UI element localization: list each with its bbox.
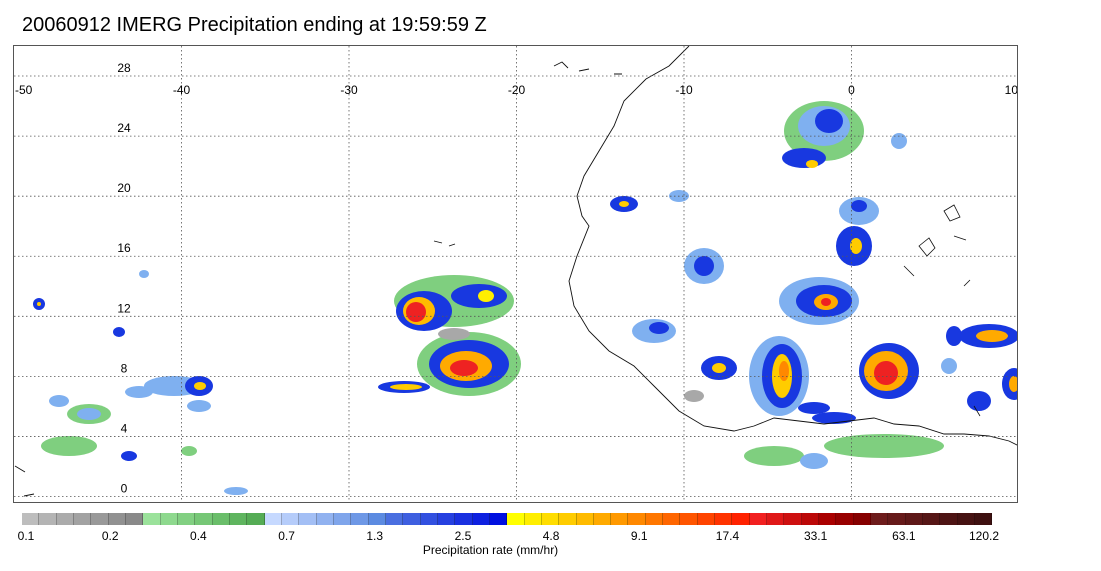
colorbar-swatch xyxy=(455,513,473,525)
colorbar-swatch xyxy=(645,513,664,525)
lon-label: -10 xyxy=(675,83,693,97)
coastline-islands xyxy=(14,61,622,497)
colorbar-swatch xyxy=(368,513,386,525)
colorbar-swatch xyxy=(663,513,681,525)
lon-label: -50 xyxy=(15,83,33,97)
colorbar-tick-label: 0.2 xyxy=(101,529,119,543)
colorbar-swatch xyxy=(923,513,941,525)
lon-label: -40 xyxy=(173,83,191,97)
colorbar-swatch xyxy=(39,513,57,525)
colorbar-swatch xyxy=(316,513,334,525)
colorbar-tick-label: 17.4 xyxy=(715,529,740,543)
precip-cells-west xyxy=(33,270,248,495)
colorbar-swatch xyxy=(420,513,438,525)
colorbar-swatch xyxy=(212,513,230,525)
colorbar-swatch xyxy=(56,513,74,525)
colorbar-swatch xyxy=(697,513,716,525)
colorbar-swatch xyxy=(177,513,196,525)
colorbar-swatch xyxy=(732,513,750,525)
colorbar-swatch xyxy=(628,513,646,525)
colorbar-swatch xyxy=(524,513,542,525)
colorbar-swatch xyxy=(73,513,92,525)
precip-cell-atlantic-south xyxy=(378,328,521,396)
colorbar-swatch xyxy=(957,513,976,525)
colorbar-swatch xyxy=(22,513,40,525)
colorbar-swatch xyxy=(385,513,404,525)
colorbar-tick-label: 1.3 xyxy=(366,529,384,543)
precipitation-layer xyxy=(33,101,1017,495)
colorbar-swatch xyxy=(229,513,248,525)
colorbar-swatch xyxy=(749,513,768,525)
colorbar-swatch xyxy=(611,513,629,525)
colorbar-tick-label: 0.1 xyxy=(17,529,35,543)
colorbar-swatch xyxy=(975,513,993,525)
colorbar-swatch xyxy=(871,513,889,525)
colorbar-swatch xyxy=(195,513,213,525)
colorbar-swatch xyxy=(143,513,161,525)
map-title: 20060912 IMERG Precipitation ending at 1… xyxy=(22,14,487,36)
colorbar-swatch xyxy=(281,513,300,525)
colorbar-swatch xyxy=(91,513,109,525)
colorbar-swatch xyxy=(160,513,178,525)
lat-label: 24 xyxy=(117,121,131,135)
colorbar-swatch xyxy=(264,513,282,525)
colorbar-swatch xyxy=(333,513,352,525)
inland-water-outlines xyxy=(903,204,981,417)
colorbar-swatch xyxy=(489,513,508,525)
colorbar-swatch xyxy=(680,513,698,525)
precip-cells-africa xyxy=(610,101,1017,469)
precipitation-map: -50 -40 -30 -20 -10 0 10 28 24 20 16 12 8 4 0 xyxy=(13,45,1018,503)
colorbar-swatch xyxy=(108,513,126,525)
colorbar-swatch xyxy=(819,513,837,525)
colorbar-swatch xyxy=(351,513,369,525)
lon-label: -30 xyxy=(340,83,358,97)
colorbar-swatch xyxy=(403,513,421,525)
colorbar-swatch xyxy=(836,513,854,525)
coastline-west-africa xyxy=(568,46,1017,446)
lat-label: 8 xyxy=(121,361,128,375)
lon-label: 10 xyxy=(1005,83,1018,97)
colorbar-swatch xyxy=(593,513,612,525)
colorbar-tick-label: 120.2 xyxy=(968,529,1000,543)
colorbar-swatch xyxy=(437,513,456,525)
colorbar-swatch xyxy=(905,513,924,525)
colorbar-swatch xyxy=(940,513,958,525)
colorbar-swatch xyxy=(559,513,577,525)
colorbar-swatch xyxy=(767,513,785,525)
colorbar-tick-label: 2.5 xyxy=(454,529,472,543)
colorbar-swatch xyxy=(541,513,560,525)
colorbar-swatch xyxy=(299,513,317,525)
colorbar-swatch xyxy=(125,513,144,525)
colorbar-swatch xyxy=(715,513,733,525)
lat-label: 20 xyxy=(117,181,131,195)
lon-label: 0 xyxy=(848,83,855,97)
colorbar-tick-label: 0.7 xyxy=(278,529,295,543)
colorbar-swatch xyxy=(507,513,525,525)
colorbar-ticks: 0.1 0.2 0.4 0.7 1.3 2.5 4.8 9.1 17.4 33.1 63.1 120.… xyxy=(0,529,1101,545)
colorbar-swatch xyxy=(801,513,820,525)
colorbar-tick-label: 9.1 xyxy=(630,529,648,543)
precip-cell-atlantic-north xyxy=(394,275,514,331)
colorbar-tick-label: 63.1 xyxy=(892,529,916,543)
lat-label: 28 xyxy=(117,61,131,75)
colorbar-swatch xyxy=(784,513,802,525)
colorbar-swatch xyxy=(472,513,490,525)
lat-label: 4 xyxy=(121,421,128,435)
colorbar-tick-label: 0.4 xyxy=(190,529,207,543)
colorbar-swatch xyxy=(576,513,594,525)
lat-label: 12 xyxy=(117,301,131,315)
colorbar-swatch xyxy=(247,513,265,525)
map-axis-labels: -50 -40 -30 -20 -10 0 10 28 24 20 16 12 8 4 0 xyxy=(15,61,1018,495)
colorbar-swatch xyxy=(888,513,906,525)
colorbar-label-text: Precipitation rate (mm/hr) xyxy=(422,543,559,557)
lat-label: 16 xyxy=(117,241,131,255)
colorbar-label: Precipitation rate (mm/hr) xyxy=(0,543,1101,557)
colorbar-tick-label: 33.1 xyxy=(803,529,828,543)
colorbar xyxy=(22,513,993,525)
map-gridlines xyxy=(14,46,1017,502)
colorbar-swatch xyxy=(853,513,872,525)
colorbar-tick-label: 4.8 xyxy=(542,529,560,543)
lon-label: -20 xyxy=(508,83,526,97)
lat-label: 0 xyxy=(121,481,128,495)
